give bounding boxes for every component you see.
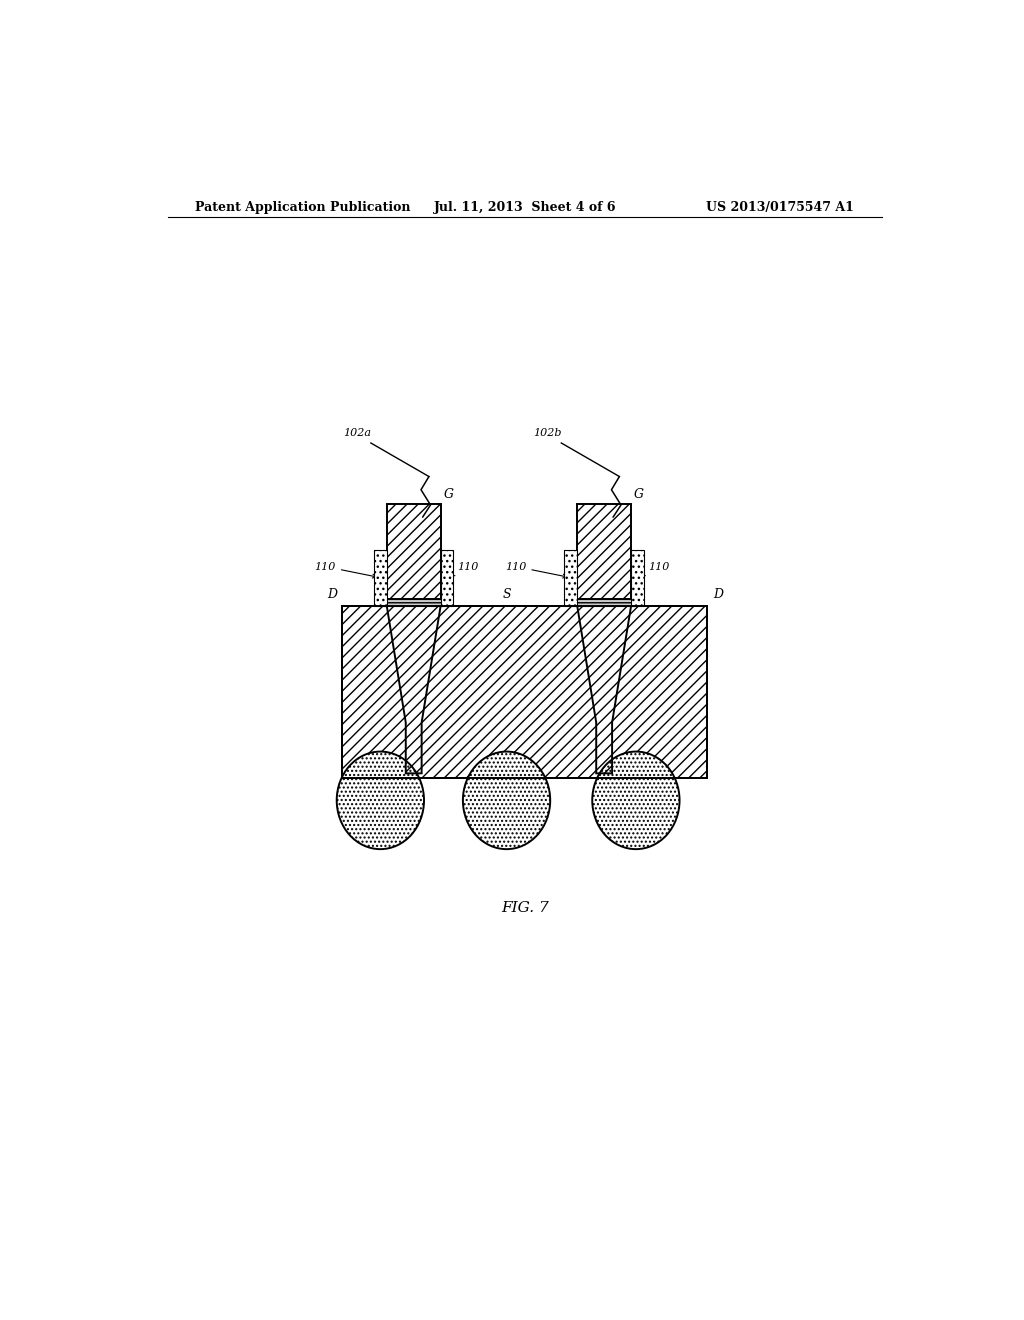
Polygon shape [440, 549, 454, 606]
Polygon shape [387, 606, 440, 774]
Bar [342, 606, 708, 779]
Text: US 2013/0175547 A1: US 2013/0175547 A1 [707, 201, 854, 214]
Bar [384, 598, 443, 606]
Polygon shape [578, 606, 631, 774]
Bar [387, 504, 440, 598]
Text: D: D [327, 587, 337, 601]
Text: 102b: 102b [534, 428, 562, 438]
Bar [342, 606, 708, 779]
Text: 110: 110 [641, 561, 669, 576]
Polygon shape [387, 606, 440, 774]
Polygon shape [564, 549, 578, 606]
Text: 102a: 102a [343, 428, 371, 438]
Text: Patent Application Publication: Patent Application Publication [196, 201, 411, 214]
Polygon shape [631, 549, 644, 606]
Text: FIG. 7: FIG. 7 [501, 902, 549, 915]
Text: G: G [443, 488, 454, 500]
Text: 110: 110 [451, 561, 478, 576]
Text: G: G [634, 488, 644, 500]
Ellipse shape [463, 751, 550, 849]
Bar [578, 504, 631, 598]
Text: Jul. 11, 2013  Sheet 4 of 6: Jul. 11, 2013 Sheet 4 of 6 [433, 201, 616, 214]
Text: S: S [503, 587, 512, 601]
Text: 110: 110 [505, 561, 567, 578]
Polygon shape [374, 549, 387, 606]
Ellipse shape [592, 751, 680, 849]
Bar [574, 598, 634, 606]
Ellipse shape [337, 751, 424, 849]
Text: D: D [713, 587, 723, 601]
Text: 110: 110 [314, 561, 377, 578]
Polygon shape [578, 606, 631, 774]
